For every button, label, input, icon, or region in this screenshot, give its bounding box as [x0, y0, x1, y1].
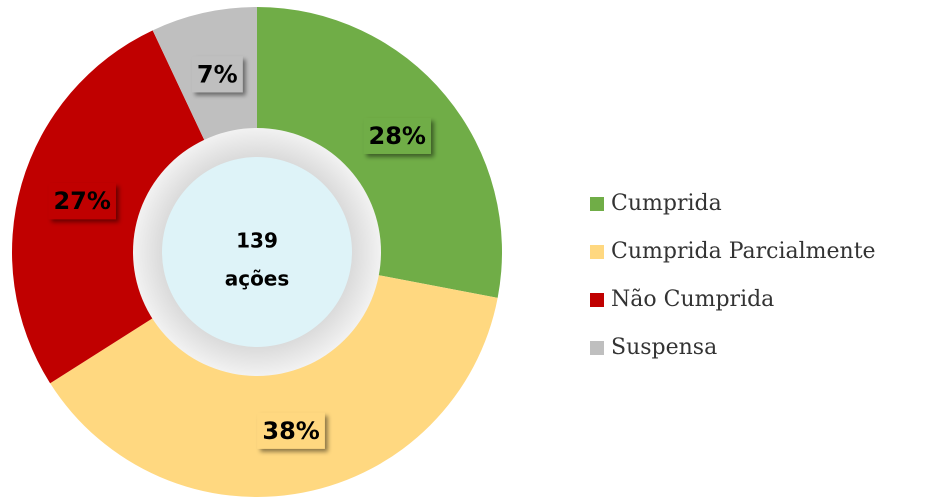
- data-label: 27%: [48, 183, 116, 220]
- data-label-text: 28%: [369, 122, 426, 150]
- legend-label: Não Cumprida: [611, 287, 774, 312]
- data-label: 28%: [363, 117, 431, 154]
- legend-swatch: [590, 293, 604, 307]
- data-label-box: [191, 56, 243, 93]
- data-label-text: 38%: [262, 417, 319, 445]
- center-text: ações: [225, 267, 290, 291]
- data-label: 38%: [257, 412, 325, 449]
- data-label-box: [363, 117, 431, 154]
- legend-swatch: [590, 245, 604, 259]
- data-label: 7%: [191, 56, 243, 93]
- data-label-box: [257, 412, 325, 449]
- legend-label: Cumprida: [611, 191, 722, 216]
- data-label-text: 7%: [197, 60, 238, 88]
- data-label-text: 27%: [53, 187, 110, 215]
- legend-label: Cumprida Parcialmente: [611, 239, 876, 264]
- center-number: 139: [236, 229, 278, 253]
- legend-swatch: [590, 197, 604, 211]
- center-circle: [162, 157, 352, 347]
- donut: [11, 6, 502, 497]
- legend-label: Suspensa: [611, 335, 717, 360]
- legend-swatch: [590, 341, 604, 355]
- data-label-box: [48, 183, 116, 220]
